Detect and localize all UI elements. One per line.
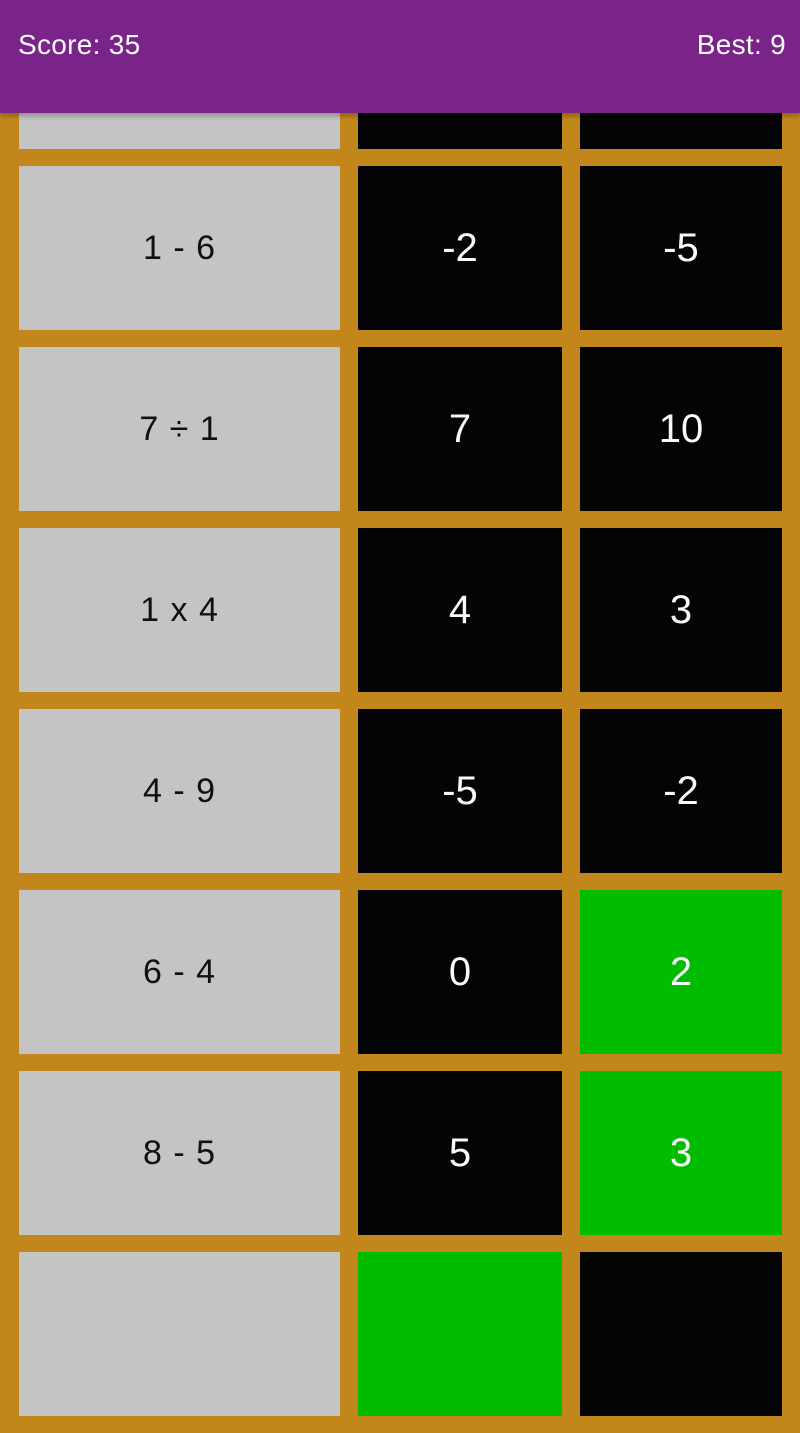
answer-cell-left[interactable]: 4 (358, 528, 562, 692)
question-cell: 7 ÷ 1 (19, 347, 340, 511)
question-cell: 6 - 4 (19, 890, 340, 1054)
question-cell: 1 x 4 (19, 528, 340, 692)
answer-cell-left[interactable]: -2 (358, 166, 562, 330)
answer-cell-left[interactable]: -5 (358, 709, 562, 873)
board-row: 1 - 6 -2 -5 (19, 166, 782, 330)
answer-cell-right[interactable]: -5 (580, 166, 782, 330)
question-cell: 8 - 5 (19, 1071, 340, 1235)
game-board: 1 - 6 -2 -5 7 ÷ 1 7 10 1 x 4 4 3 4 - 9 -… (19, 0, 782, 1433)
answer-cell-left[interactable]: 7 (358, 347, 562, 511)
board-row: 6 - 4 0 2 (19, 890, 782, 1054)
board-row: 8 - 5 5 3 (19, 1071, 782, 1235)
board-row: 4 - 9 -5 -2 (19, 709, 782, 873)
answer-cell-right[interactable]: 2 (580, 890, 782, 1054)
score-bar: Score: 35 Best: 9 (0, 0, 800, 113)
answer-cell-left[interactable] (358, 1252, 562, 1416)
answer-cell-right[interactable]: 3 (580, 1071, 782, 1235)
board-row (19, 1252, 782, 1416)
question-cell: 1 - 6 (19, 166, 340, 330)
board-row: 7 ÷ 1 7 10 (19, 347, 782, 511)
answer-cell-right[interactable] (580, 1252, 782, 1416)
answer-cell-right[interactable]: -2 (580, 709, 782, 873)
board-row: 1 x 4 4 3 (19, 528, 782, 692)
score-label: Score: 35 (18, 29, 141, 60)
answer-cell-right[interactable]: 3 (580, 528, 782, 692)
answer-cell-left[interactable]: 0 (358, 890, 562, 1054)
best-score-label: Best: 9 (696, 29, 786, 60)
question-cell: 4 - 9 (19, 709, 340, 873)
answer-cell-right[interactable]: 10 (580, 347, 782, 511)
answer-cell-left[interactable]: 5 (358, 1071, 562, 1235)
question-cell (19, 1252, 340, 1416)
